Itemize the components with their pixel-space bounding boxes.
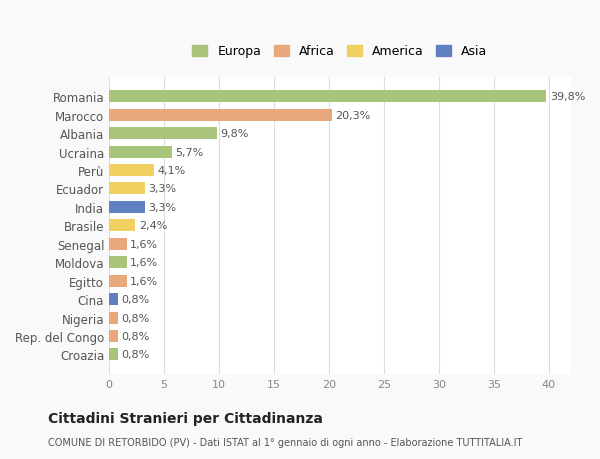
Bar bbox=[109, 257, 127, 269]
Text: 3,3%: 3,3% bbox=[149, 202, 177, 213]
Legend: Europa, Africa, America, Asia: Europa, Africa, America, Asia bbox=[192, 45, 488, 58]
Bar bbox=[109, 349, 118, 361]
Text: 0,8%: 0,8% bbox=[121, 331, 149, 341]
Text: 5,7%: 5,7% bbox=[175, 147, 203, 157]
Text: 0,8%: 0,8% bbox=[121, 313, 149, 323]
Text: 1,6%: 1,6% bbox=[130, 257, 158, 268]
Text: COMUNE DI RETORBIDO (PV) - Dati ISTAT al 1° gennaio di ogni anno - Elaborazione : COMUNE DI RETORBIDO (PV) - Dati ISTAT al… bbox=[48, 437, 523, 447]
Text: 4,1%: 4,1% bbox=[157, 166, 186, 176]
Bar bbox=[109, 275, 127, 287]
Bar bbox=[109, 293, 118, 305]
Text: Cittadini Stranieri per Cittadinanza: Cittadini Stranieri per Cittadinanza bbox=[48, 411, 323, 425]
Bar bbox=[109, 110, 332, 122]
Text: 0,8%: 0,8% bbox=[121, 350, 149, 360]
Bar bbox=[109, 91, 547, 103]
Bar bbox=[109, 165, 154, 177]
Text: 9,8%: 9,8% bbox=[220, 129, 248, 139]
Bar bbox=[109, 238, 127, 250]
Text: 0,8%: 0,8% bbox=[121, 295, 149, 304]
Text: 1,6%: 1,6% bbox=[130, 239, 158, 249]
Bar bbox=[109, 202, 145, 213]
Bar bbox=[109, 330, 118, 342]
Text: 1,6%: 1,6% bbox=[130, 276, 158, 286]
Bar bbox=[109, 312, 118, 324]
Text: 3,3%: 3,3% bbox=[149, 184, 177, 194]
Bar bbox=[109, 128, 217, 140]
Bar bbox=[109, 183, 145, 195]
Bar bbox=[109, 220, 136, 232]
Text: 20,3%: 20,3% bbox=[335, 111, 371, 120]
Bar bbox=[109, 146, 172, 158]
Text: 2,4%: 2,4% bbox=[139, 221, 167, 231]
Text: 39,8%: 39,8% bbox=[550, 92, 585, 102]
